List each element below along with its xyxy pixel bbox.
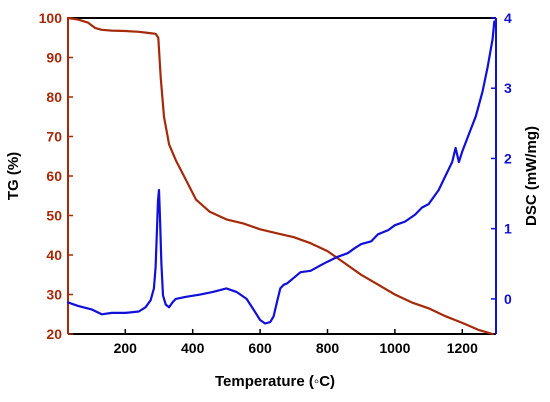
left-tick-label: 70 [46, 129, 62, 145]
x-tick-label: 800 [316, 340, 340, 356]
left-tick-label: 20 [46, 326, 62, 342]
x-tick-label: 1200 [447, 340, 478, 356]
tg-curve [66, 16, 494, 336]
x-tick-label: 600 [248, 340, 272, 356]
x-tick-label: 1000 [379, 340, 410, 356]
dsc-curve [66, 20, 496, 325]
right-tick-label: 0 [504, 291, 512, 307]
left-tick-label: 100 [39, 10, 63, 26]
x-tick-label: 200 [114, 340, 138, 356]
x-tick-label: 400 [181, 340, 205, 356]
right-tick-label: 4 [504, 10, 512, 26]
series-layer [66, 16, 496, 336]
left-tick-label: 50 [46, 208, 62, 224]
ticks-layer: 200 400 600 800 1000 120020304050607080901000… [39, 10, 512, 356]
left-tick-label: 80 [46, 89, 62, 105]
left-axis-title: TG (%) [5, 152, 22, 200]
left-tick-label: 40 [46, 247, 62, 263]
right-tick-label: 2 [504, 150, 512, 166]
right-tick-label: 1 [504, 221, 512, 237]
left-tick-label: 90 [46, 50, 62, 66]
x-axis-title: Temperature (◦C) [215, 373, 335, 390]
left-tick-label: 60 [46, 168, 62, 184]
right-axis-title: DSC (mW/mg) [523, 126, 540, 226]
right-tick-label: 3 [504, 80, 512, 96]
left-tick-label: 30 [46, 287, 62, 303]
